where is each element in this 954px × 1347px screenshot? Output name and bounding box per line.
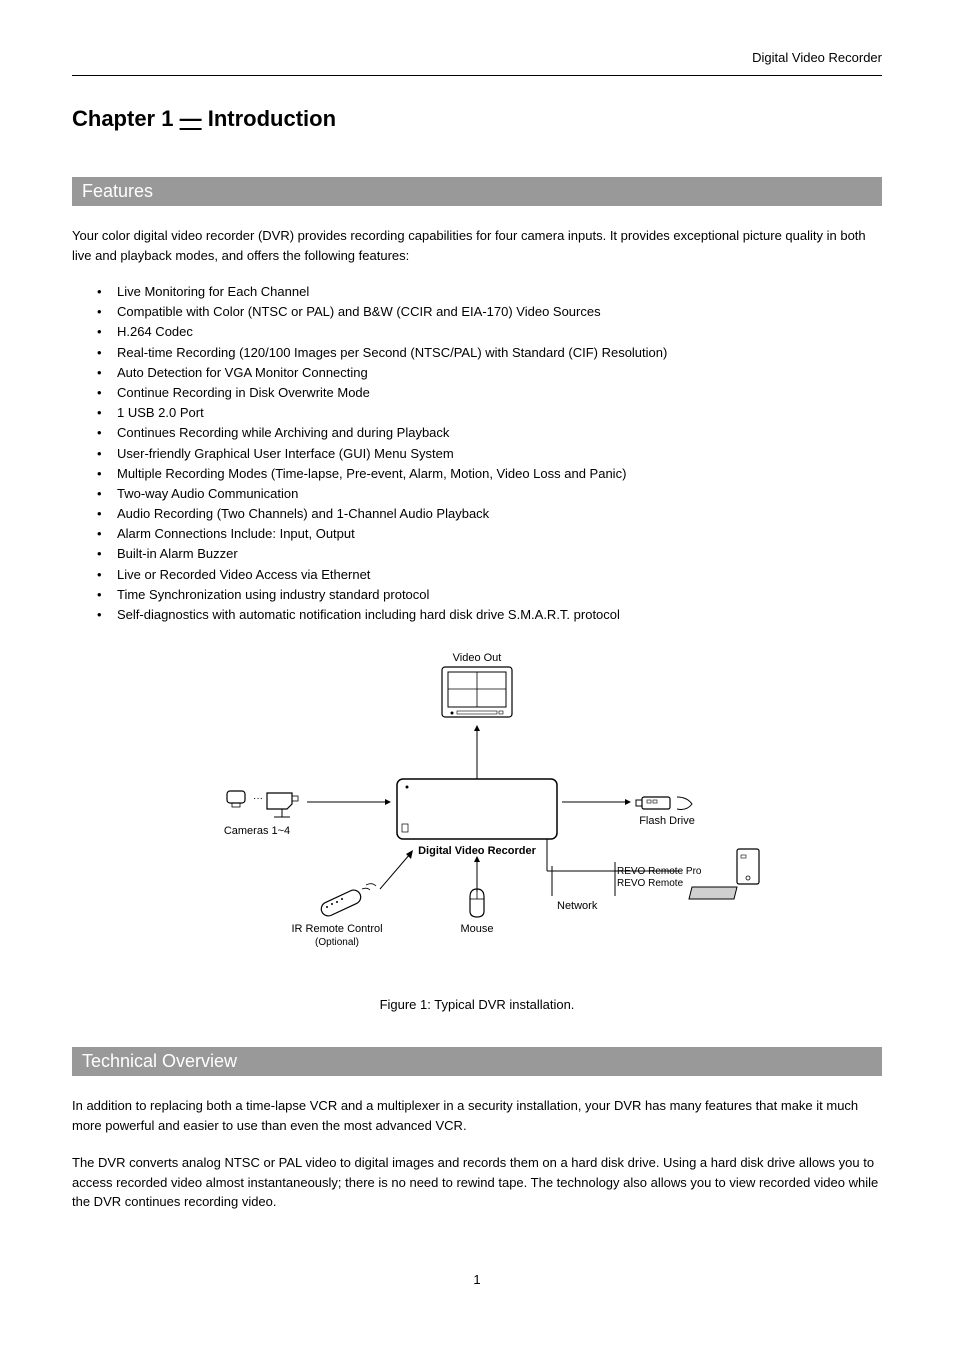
label-remote-pro: REVO Remote Pro <box>617 866 702 877</box>
list-item: Alarm Connections Include: Input, Output <box>72 525 882 543</box>
header-right-text: Digital Video Recorder <box>752 50 882 65</box>
section-tech-title: Technical Overview <box>72 1047 882 1076</box>
list-item: User-friendly Graphical User Interface (… <box>72 445 882 463</box>
label-network: Network <box>557 900 598 912</box>
list-item: Time Synchronization using industry stan… <box>72 586 882 604</box>
label-dvr: Digital Video Recorder <box>418 845 536 857</box>
features-list: Live Monitoring for Each Channel Compati… <box>72 283 882 624</box>
list-item: Built-in Alarm Buzzer <box>72 545 882 563</box>
list-item: 1 USB 2.0 Port <box>72 404 882 422</box>
label-mouse: Mouse <box>460 923 493 935</box>
label-optional: (Optional) <box>315 937 359 948</box>
label-cameras: Cameras 1~4 <box>224 825 290 837</box>
page-number: 1 <box>473 1272 480 1287</box>
dvr-icon <box>397 779 557 839</box>
list-item: Multiple Recording Modes (Time-lapse, Pr… <box>72 465 882 483</box>
chapter-title: Chapter 1 — Introduction <box>72 106 882 132</box>
header-rule <box>72 75 882 76</box>
mouse-icon <box>470 889 484 917</box>
label-flash: Flash Drive <box>639 815 695 827</box>
diagram-svg: Video Out ··· Cameras 1~4 Digital Vid <box>152 649 802 979</box>
page-header: Digital Video Recorder <box>72 50 882 65</box>
list-item: Live Monitoring for Each Channel <box>72 283 882 301</box>
list-item: Auto Detection for VGA Monitor Connectin… <box>72 364 882 382</box>
installation-diagram: Video Out ··· Cameras 1~4 Digital Vid <box>72 649 882 982</box>
list-item: H.264 Codec <box>72 323 882 341</box>
label-ir-remote: IR Remote Control <box>291 923 382 935</box>
page-footer: 1 <box>72 1272 882 1287</box>
list-item: Continue Recording in Disk Overwrite Mod… <box>72 384 882 402</box>
tech-para1: In addition to replacing both a time-lap… <box>72 1096 882 1135</box>
list-item: Compatible with Color (NTSC or PAL) and … <box>72 303 882 321</box>
list-item: Continues Recording while Archiving and … <box>72 424 882 442</box>
chapter-subtitle: — <box>180 106 202 131</box>
tech-para2: The DVR converts analog NTSC or PAL vide… <box>72 1153 882 1212</box>
ir-remote-icon <box>319 884 376 919</box>
label-remote: REVO Remote <box>617 878 684 889</box>
camera-icon: ··· <box>227 791 298 817</box>
figure-caption: Figure 1: Typical DVR installation. <box>72 997 882 1012</box>
list-item: Live or Recorded Video Access via Ethern… <box>72 566 882 584</box>
section-features-title: Features <box>72 177 882 206</box>
list-item: Real-time Recording (120/100 Images per … <box>72 344 882 362</box>
list-item: Two-way Audio Communication <box>72 485 882 503</box>
label-video-out: Video Out <box>453 652 502 664</box>
chapter-prefix: Chapter 1 <box>72 106 180 131</box>
list-item: Audio Recording (Two Channels) and 1-Cha… <box>72 505 882 523</box>
list-item: Self-diagnostics with automatic notifica… <box>72 606 882 624</box>
flash-drive-icon <box>636 797 692 809</box>
svg-text:···: ··· <box>253 793 263 804</box>
features-intro: Your color digital video recorder (DVR) … <box>72 226 882 265</box>
